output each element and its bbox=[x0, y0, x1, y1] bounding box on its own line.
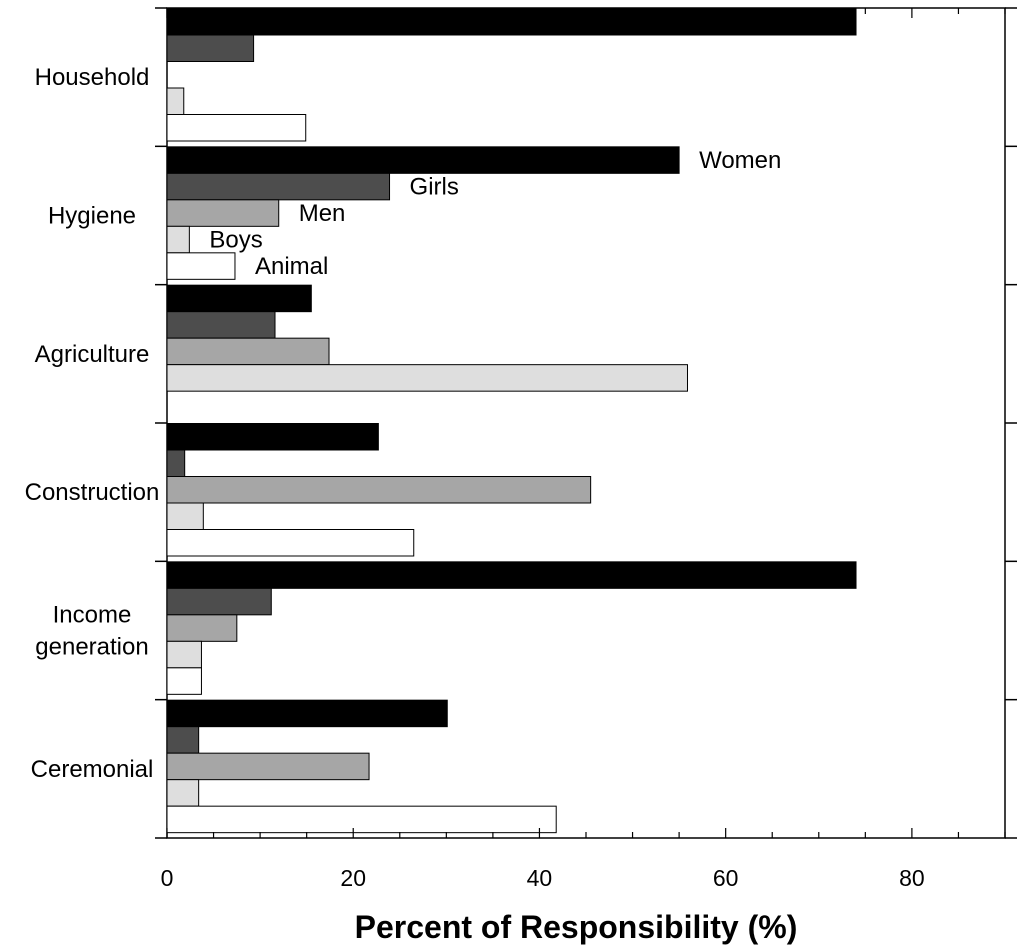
category-label: Hygiene bbox=[48, 203, 136, 230]
bar-women-4 bbox=[166, 561, 857, 589]
bar-women-1 bbox=[166, 146, 680, 174]
bar-animal-4 bbox=[166, 667, 202, 695]
bar-women-0 bbox=[166, 8, 857, 36]
bar-animal-5 bbox=[166, 805, 557, 834]
category-label: Ceremonial bbox=[31, 756, 154, 783]
bar-boys-2 bbox=[166, 364, 688, 392]
bar-animal-3 bbox=[166, 529, 415, 557]
bar-women-3 bbox=[166, 423, 379, 451]
bar-animal-0 bbox=[166, 114, 307, 142]
bar-men-5 bbox=[166, 752, 370, 781]
bar-men-2 bbox=[166, 337, 330, 366]
bar-animal-1 bbox=[166, 252, 236, 280]
bar-girls-3 bbox=[166, 449, 186, 477]
x-tick-label: 20 bbox=[340, 865, 366, 891]
category-label: Construction bbox=[25, 479, 160, 506]
bar-girls-5 bbox=[166, 726, 200, 754]
bar-boys-0 bbox=[166, 87, 185, 115]
bar-men-3 bbox=[166, 476, 592, 504]
x-tick-label: 80 bbox=[899, 865, 925, 891]
series-label-women: Women bbox=[699, 147, 781, 174]
x-axis: 0 20 40 60 80 bbox=[161, 8, 1006, 891]
bar-men-4 bbox=[166, 614, 238, 642]
category-label: generation bbox=[35, 634, 148, 661]
category-label: Agriculture bbox=[35, 341, 150, 368]
bar-girls-1 bbox=[166, 172, 391, 201]
bars-group bbox=[166, 8, 857, 834]
series-label-boys: Boys bbox=[209, 227, 262, 254]
bar-boys-3 bbox=[166, 502, 204, 530]
series-label-animal: Animal bbox=[255, 253, 328, 280]
bar-girls-0 bbox=[166, 34, 255, 62]
x-tick-label: 60 bbox=[713, 865, 739, 891]
x-tick-label: 0 bbox=[161, 865, 174, 891]
x-axis-title: Percent of Responsibility (%) bbox=[355, 909, 798, 945]
category-label: Income bbox=[53, 602, 132, 629]
x-tick-label: 40 bbox=[527, 865, 553, 891]
bar-women-2 bbox=[166, 284, 312, 313]
bar-girls-4 bbox=[166, 587, 272, 616]
y-axis: Household Hygiene Agriculture Construction I… bbox=[25, 7, 1017, 839]
bar-boys-5 bbox=[166, 779, 200, 807]
bar-boys-1 bbox=[166, 225, 190, 254]
bar-girls-2 bbox=[166, 311, 276, 339]
bar-women-5 bbox=[166, 699, 448, 728]
bar-men-1 bbox=[166, 199, 280, 227]
category-label: Household bbox=[35, 64, 150, 91]
bar-boys-4 bbox=[166, 640, 202, 669]
series-label-men: Men bbox=[299, 200, 346, 227]
series-label-girls: Girls bbox=[410, 174, 459, 201]
